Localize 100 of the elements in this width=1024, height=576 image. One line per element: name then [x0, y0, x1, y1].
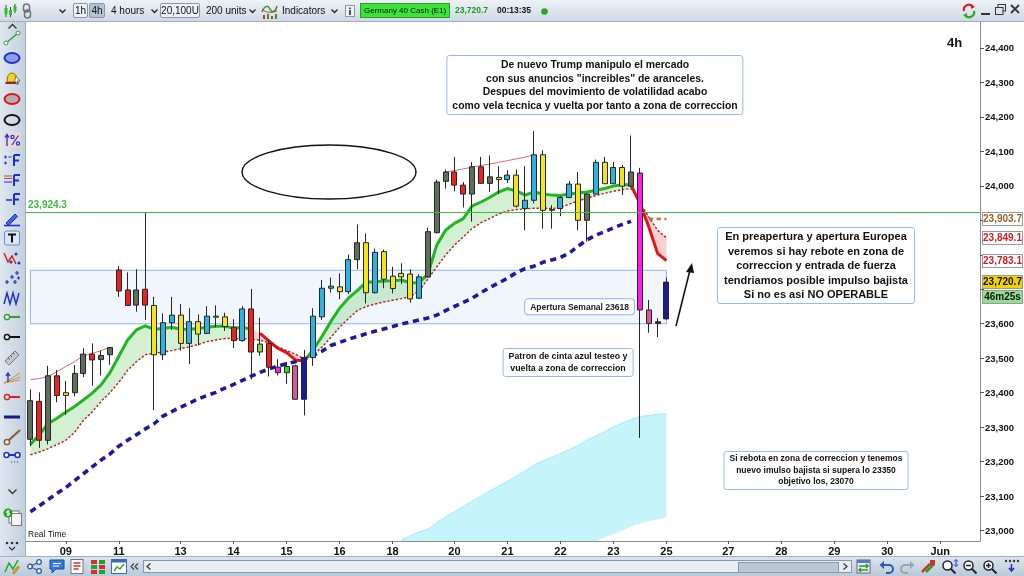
candlestick: [116, 265, 122, 298]
candlestick: [381, 249, 387, 289]
annotation: En preapertura y apertura Europea veremos si hay rebote en zona de correccion y entrada de fuerza tendriamos posible impulso bajista Si no es asi NO OPERABLE: [717, 227, 915, 304]
candlestick: [407, 268, 413, 304]
candlestick: [301, 349, 307, 416]
y-tick-label: 24,000: [985, 180, 1015, 192]
y-tick-label: 23,300: [985, 421, 1015, 433]
y-tick-label: 23,200: [985, 456, 1015, 468]
y-tick-label: 23,400: [985, 387, 1015, 399]
candlestick: [619, 164, 625, 196]
x-tick-label: 29: [828, 544, 841, 557]
candlestick: [231, 318, 237, 349]
x-tick-label: Jun: [930, 544, 951, 557]
text: 4h: [89, 3, 105, 18]
band-label: Apertura Semanal 23618: [530, 301, 630, 312]
candlestick: [372, 248, 378, 294]
candlestick: [434, 179, 440, 234]
x-tick-label: 11: [112, 544, 125, 557]
x-tick-label: 16: [333, 544, 346, 557]
text: 200 units: [206, 4, 247, 18]
candlestick: [222, 312, 228, 332]
candlestick: [337, 272, 343, 300]
candlestick: [628, 134, 634, 187]
text: 23,720.7: [455, 4, 489, 17]
x-tick-label: 25: [660, 544, 673, 557]
x-tick-label: 20: [448, 544, 461, 557]
candlestick: [469, 161, 475, 223]
candlestick: [531, 130, 537, 204]
candlestick: [204, 305, 210, 335]
candlestick: [451, 156, 457, 192]
candlestick: [160, 312, 166, 361]
candlestick: [328, 277, 334, 294]
text: Indicators: [282, 4, 326, 18]
candlestick: [646, 299, 652, 334]
candlestick: [257, 317, 263, 357]
y-tick-label: 23,600: [985, 318, 1015, 330]
annotation: 23,849.1: [982, 230, 1023, 245]
candlestick: [151, 296, 157, 411]
candlestick: [125, 271, 131, 307]
candlestick: [602, 156, 608, 185]
candlestick: [557, 195, 563, 217]
candlestick: [593, 159, 599, 195]
candlestick: [319, 279, 325, 321]
ref-line-label: 23,924.3: [28, 199, 68, 211]
candlestick: [513, 169, 519, 209]
candlestick: [504, 169, 510, 184]
annotation: Patron de cinta azul testeo y vuelta a zona de correccion: [502, 348, 634, 377]
y-tick-label: 23,000: [985, 525, 1015, 537]
annotation: 4h: [947, 35, 963, 50]
candlestick: [54, 369, 60, 403]
candlestick: [275, 358, 281, 376]
candlestick: [239, 305, 245, 343]
candlestick: [584, 192, 590, 243]
candlestick: [186, 307, 192, 365]
y-tick-label: 24,200: [985, 111, 1015, 123]
candlestick: [213, 304, 219, 328]
text: 00:13:35: [497, 4, 532, 17]
text: Germany 40 Cash (E1): [360, 3, 451, 18]
candlestick: [27, 388, 33, 447]
candlestick: [98, 350, 104, 376]
line-series: [28, 219, 633, 514]
y-tick-label: 24,400: [985, 42, 1015, 54]
y-tick-label: 24,300: [985, 76, 1015, 88]
candlestick: [566, 180, 572, 199]
candlestick: [45, 365, 51, 445]
candlestick: [36, 391, 42, 449]
candlestick: [487, 154, 493, 193]
text: 4 hours: [111, 4, 145, 18]
candlestick: [142, 211, 148, 321]
annotation: Real Time: [28, 528, 67, 541]
candlestick: [460, 181, 466, 209]
annotation: 23,720.7: [982, 275, 1023, 290]
x-tick-label: 22: [554, 544, 567, 557]
x-tick-label: 21: [501, 544, 514, 557]
y-tick-label: 23,500: [985, 352, 1015, 364]
candlestick: [522, 165, 528, 231]
candlestick: [390, 266, 396, 294]
candlestick: [169, 296, 175, 331]
x-tick-label: 23: [607, 544, 620, 557]
x-tick-label: 09: [59, 544, 72, 557]
candlestick: [549, 204, 555, 230]
annotation: Si rebota en zona de correccion y tenemos nuevo imulso bajista si supera lo 23350 objetivo los, 23070: [723, 451, 909, 490]
candlestick: [425, 227, 431, 279]
candlestick: [133, 268, 139, 313]
y-tick-label: 24,100: [985, 145, 1015, 157]
text: 1h: [73, 3, 88, 18]
candlestick: [416, 273, 422, 300]
candlestick: [292, 364, 298, 400]
x-tick-label: 18: [386, 544, 399, 557]
y-tick-label: 23,100: [985, 490, 1015, 502]
x-tick-label: 13: [174, 544, 187, 557]
candlestick: [248, 288, 254, 380]
candlestick: [478, 156, 484, 184]
annotation: De nuevo Trump manipulo el mercado con sus anuncios "increibles" de aranceles. Despues del movimiento de volatilidad acabo como vela tecnica y vuelta por tanto a zona de correccion: [446, 55, 744, 116]
x-tick-label: 14: [227, 544, 241, 557]
candlestick: [540, 149, 546, 230]
x-tick-label: 27: [722, 544, 735, 557]
candlestick: [195, 313, 201, 346]
candlestick: [63, 380, 69, 416]
candlestick: [72, 364, 78, 397]
